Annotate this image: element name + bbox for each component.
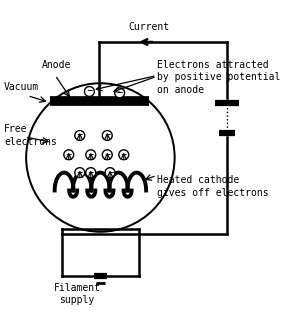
- Circle shape: [64, 150, 74, 160]
- Text: −: −: [76, 130, 83, 140]
- Text: −: −: [116, 88, 123, 97]
- Circle shape: [105, 168, 115, 178]
- Circle shape: [102, 130, 112, 141]
- Text: −: −: [88, 150, 94, 159]
- Text: −: −: [76, 168, 83, 177]
- Text: Free
electrons: Free electrons: [4, 124, 57, 147]
- Circle shape: [115, 88, 124, 98]
- Circle shape: [102, 150, 112, 160]
- Circle shape: [75, 130, 85, 141]
- Circle shape: [86, 150, 96, 160]
- Circle shape: [119, 150, 129, 160]
- Text: −: −: [104, 130, 110, 140]
- Circle shape: [75, 168, 85, 178]
- Circle shape: [86, 168, 96, 178]
- Text: Filament
supply: Filament supply: [53, 283, 100, 305]
- Circle shape: [84, 87, 94, 96]
- Text: −: −: [66, 150, 72, 159]
- Text: Anode: Anode: [42, 60, 71, 69]
- Text: Vacuum: Vacuum: [4, 82, 39, 92]
- Text: −: −: [104, 150, 110, 159]
- Text: Current: Current: [128, 22, 169, 32]
- Text: Heated cathode
gives off electrons: Heated cathode gives off electrons: [157, 175, 268, 198]
- Text: −: −: [107, 168, 113, 177]
- Text: −: −: [86, 86, 93, 96]
- Text: −: −: [88, 168, 94, 177]
- Text: −: −: [121, 150, 127, 159]
- Text: Electrons attracted
by positive potential
on anode: Electrons attracted by positive potentia…: [157, 60, 280, 95]
